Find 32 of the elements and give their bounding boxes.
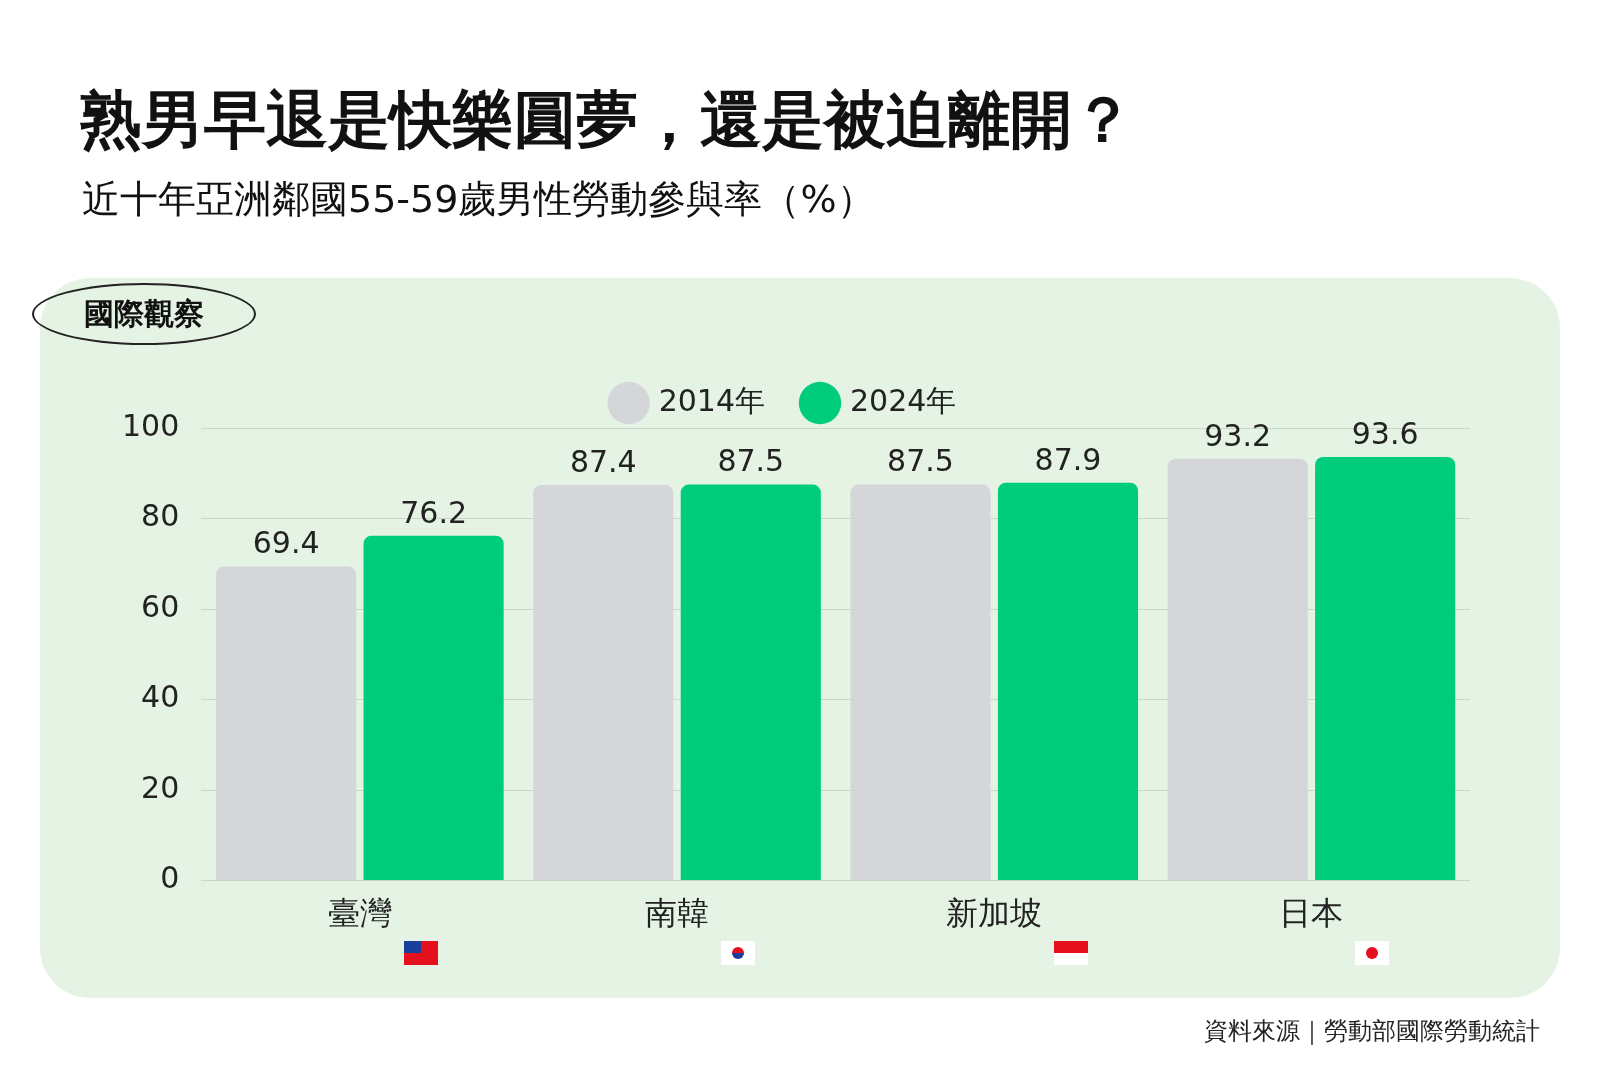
x-tick-label: 南韓 (645, 894, 710, 933)
data-label: 76.2 (400, 494, 467, 530)
data-label: 87.5 (887, 443, 954, 479)
y-tick-label: 80 (141, 498, 180, 534)
legend-label: 2014年 (658, 382, 766, 418)
legend-label: 2024年 (850, 382, 957, 418)
y-tick-label: 0 (160, 860, 180, 896)
y-tick-label: 20 (141, 769, 180, 805)
x-tick-label: 臺灣 (327, 894, 392, 933)
bar (216, 566, 357, 881)
data-label: 93.6 (1351, 415, 1419, 451)
data-label: 93.2 (1204, 417, 1272, 453)
bar (1315, 456, 1456, 881)
y-tick-label: 100 (122, 407, 180, 443)
data-label: 69.4 (252, 525, 320, 561)
y-tick-label: 40 (141, 679, 180, 715)
bar (850, 484, 991, 881)
bar (533, 485, 674, 881)
chart-title: 熟男早退是快樂圓夢，還是被迫離開？ (80, 82, 1134, 158)
x-tick-label: 新加坡 (946, 894, 1043, 933)
y-tick-label: 60 (141, 588, 180, 624)
text: 國際觀察 (32, 283, 256, 345)
bar (680, 484, 821, 881)
data-label: 87.9 (1034, 441, 1102, 477)
source-note: 資料來源｜勞動部國際勞動統計 (1204, 1016, 1540, 1047)
chart-subtitle: 近十年亞洲鄰國55-59歲男性勞動參與率（%） (82, 176, 875, 223)
data-label: 87.5 (717, 443, 785, 479)
bar (1167, 458, 1308, 881)
x-tick-label: 日本 (1279, 894, 1344, 933)
bar (363, 535, 504, 881)
data-label: 87.4 (569, 443, 637, 479)
bar (997, 482, 1139, 881)
